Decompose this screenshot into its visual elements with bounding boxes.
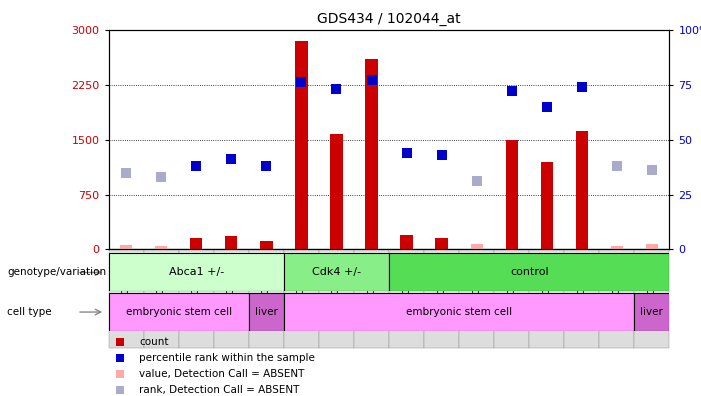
Bar	[389, 249, 424, 348]
Bar	[564, 249, 599, 348]
Bar	[400, 235, 413, 249]
Text: control: control	[510, 267, 549, 277]
Bar	[435, 238, 448, 249]
Bar	[354, 249, 389, 348]
Text: genotype/variation: genotype/variation	[7, 267, 106, 278]
Bar	[225, 236, 238, 249]
Point	[401, 150, 412, 156]
Bar	[284, 249, 319, 348]
Bar	[611, 246, 623, 249]
Point	[114, 386, 125, 393]
Point	[576, 84, 587, 90]
Bar	[249, 293, 284, 331]
Point	[121, 169, 132, 176]
Bar	[249, 249, 284, 348]
Title: GDS434 / 102044_at: GDS434 / 102044_at	[318, 12, 461, 26]
Bar	[284, 293, 634, 331]
Text: liver: liver	[641, 307, 663, 317]
Bar	[330, 134, 343, 249]
Bar	[144, 249, 179, 348]
Bar	[634, 249, 669, 348]
Text: Abca1 +/-: Abca1 +/-	[169, 267, 224, 277]
Point	[331, 86, 342, 92]
Bar	[540, 162, 553, 249]
Point	[114, 371, 125, 377]
Bar	[109, 249, 144, 348]
Bar	[599, 249, 634, 348]
Text: count: count	[139, 337, 169, 347]
Bar	[389, 253, 669, 291]
Text: value, Detection Call = ABSENT: value, Detection Call = ABSENT	[139, 369, 305, 379]
Bar	[179, 249, 214, 348]
Bar	[295, 41, 308, 249]
Text: percentile rank within the sample: percentile rank within the sample	[139, 353, 315, 363]
Bar	[646, 244, 658, 249]
Bar	[424, 249, 459, 348]
Point	[436, 152, 447, 158]
Bar	[529, 249, 564, 348]
Bar	[109, 293, 249, 331]
Bar	[634, 293, 669, 331]
Bar	[109, 253, 284, 291]
Bar	[120, 245, 132, 249]
Bar	[260, 241, 273, 249]
Text: liver: liver	[255, 307, 278, 317]
Bar	[505, 140, 518, 249]
Text: cell type: cell type	[7, 307, 52, 317]
Point	[156, 174, 167, 180]
Bar	[470, 244, 483, 249]
Point	[541, 103, 552, 110]
Point	[296, 79, 307, 86]
Point	[226, 156, 237, 162]
Text: embryonic stem cell: embryonic stem cell	[406, 307, 512, 317]
Bar	[459, 249, 494, 348]
Text: Cdk4 +/-: Cdk4 +/-	[312, 267, 361, 277]
Bar	[365, 59, 378, 249]
Point	[471, 178, 482, 185]
Bar	[494, 249, 529, 348]
Bar	[155, 246, 168, 249]
Point	[366, 77, 377, 84]
Point	[646, 167, 658, 173]
Point	[114, 355, 125, 361]
Bar	[319, 249, 354, 348]
Point	[506, 88, 517, 94]
Point	[191, 163, 202, 169]
Text: embryonic stem cell: embryonic stem cell	[125, 307, 232, 317]
Bar	[190, 238, 203, 249]
Point	[114, 339, 125, 345]
Bar	[284, 253, 389, 291]
Point	[261, 163, 272, 169]
Bar	[576, 131, 588, 249]
Point	[611, 163, 622, 169]
Text: rank, Detection Call = ABSENT: rank, Detection Call = ABSENT	[139, 385, 300, 395]
Bar	[214, 249, 249, 348]
